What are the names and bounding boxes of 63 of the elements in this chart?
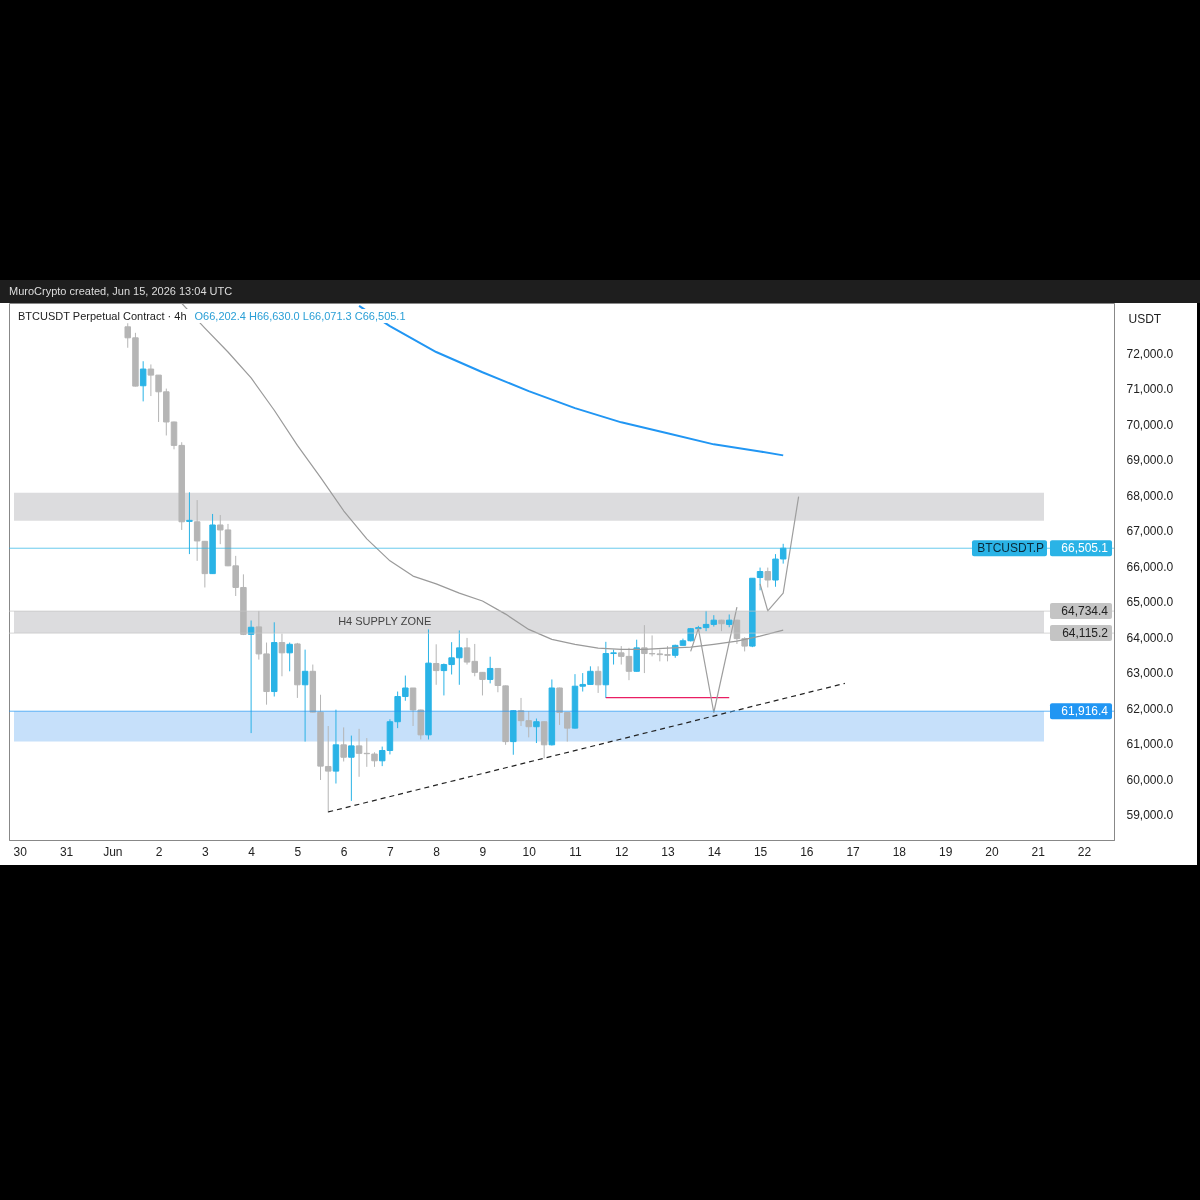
ref-line-label: 64,115.2 [1062, 626, 1109, 641]
text: O66,202.4 H66,630.0 L66,071.3 C66,505.1 [194, 310, 406, 322]
y-tick-label: 62,000.0 [1126, 701, 1174, 716]
x-tick-label: 2 [155, 844, 163, 859]
y-tick-label: 66,000.0 [1126, 559, 1174, 574]
x-tick-label: 30 [13, 844, 28, 859]
band-label: H4 SUPPLY ZONE [338, 615, 432, 628]
y-tick-label: 71,000.0 [1126, 382, 1174, 397]
x-tick-label: 14 [707, 844, 722, 859]
y-tick-label: 64,000.0 [1126, 630, 1174, 645]
x-tick-label: 12 [615, 844, 629, 859]
x-tick-label: 19 [938, 844, 953, 859]
y-tick-label: 61,000.0 [1126, 737, 1174, 752]
x-tick-label: 15 [753, 844, 768, 859]
candlestick [432, 643, 440, 686]
candlestick [533, 718, 540, 744]
text: BTCUSDT Perpetual Contract · 4h [18, 310, 187, 322]
ref-line-label: 66,505.1 [1061, 541, 1109, 556]
candlestick [340, 726, 347, 763]
ref-line-label: 61,916.4 [1061, 704, 1109, 719]
candlestick [764, 567, 772, 588]
text: MuroCrypto created, Jun 15, 2026 13:04 UTC [9, 285, 233, 297]
candlestick [348, 735, 355, 802]
candlestick [486, 656, 494, 684]
candlestick [301, 649, 309, 743]
x-tick-label: 11 [569, 844, 583, 859]
x-tick-label: 4 [248, 844, 256, 859]
x-tick-label: 8 [433, 844, 441, 859]
candlestick [139, 360, 147, 402]
x-tick-label: 9 [479, 844, 487, 859]
y-tick-label: 69,000.0 [1126, 453, 1174, 468]
x-tick-label: 16 [800, 844, 814, 859]
x-tick-label: 10 [522, 844, 537, 859]
y-axis-title: USDT [1128, 311, 1162, 326]
y-tick-label: 59,000.0 [1126, 808, 1174, 823]
x-tick-label: 13 [661, 844, 676, 859]
x-tick-label: 6 [340, 844, 348, 859]
candlestick [278, 633, 286, 677]
x-tick-label: 22 [1077, 844, 1092, 859]
candlestick [594, 665, 602, 694]
y-tick-label: 60,000.0 [1126, 772, 1174, 787]
x-tick-label: Jun [103, 844, 123, 859]
ref-line-label: 64,734.4 [1061, 604, 1109, 619]
x-tick-label: 20 [985, 844, 999, 859]
x-tick-label: 7 [387, 844, 395, 859]
line-series [759, 495, 800, 612]
x-tick-label: 17 [846, 844, 861, 859]
x-tick-label: 3 [202, 844, 210, 859]
x-tick-label: 18 [892, 844, 907, 859]
x-tick-label: 21 [1031, 844, 1046, 859]
x-tick-label: 5 [294, 844, 302, 859]
candlestick [540, 720, 548, 759]
y-tick-label: 72,000.0 [1126, 346, 1174, 361]
candlestick [633, 639, 640, 673]
annotation: BTCUSDT.P [977, 541, 1044, 556]
y-tick-label: 65,000.0 [1126, 595, 1174, 610]
candlestick [286, 642, 293, 672]
y-tick-label: 63,000.0 [1126, 666, 1174, 681]
x-tick-label: 31 [59, 844, 74, 859]
y-tick-label: 68,000.0 [1126, 488, 1174, 503]
candlestick [756, 567, 764, 591]
y-tick-label: 67,000.0 [1126, 524, 1174, 539]
y-tick-label: 70,000.0 [1126, 417, 1174, 432]
